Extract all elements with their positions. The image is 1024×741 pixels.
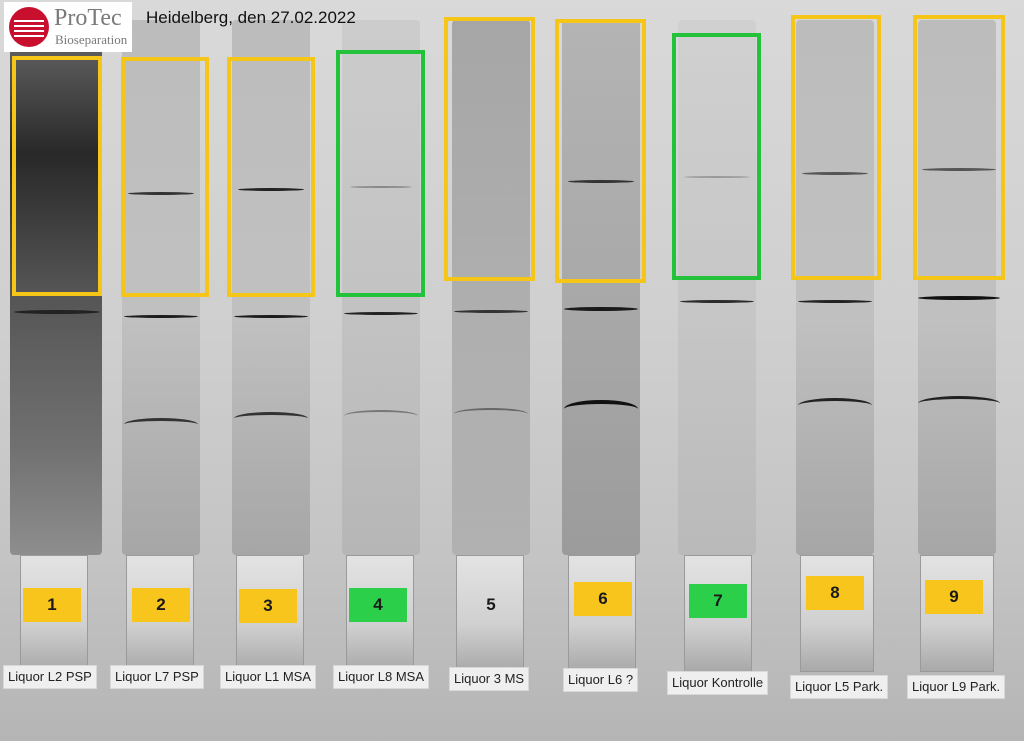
lane-highlight-box-4 <box>336 50 425 297</box>
band <box>344 410 418 422</box>
band <box>922 168 996 171</box>
lane-highlight-box-2 <box>121 57 209 297</box>
sample-label-7: Liquor Kontrolle <box>667 671 769 695</box>
date-heading: Heidelberg, den 27.02.2022 <box>146 8 356 27</box>
band <box>128 192 194 195</box>
band <box>350 186 412 188</box>
logo-name: ProTec <box>54 5 122 31</box>
lane-highlight-box-6 <box>555 19 646 283</box>
band <box>14 310 100 314</box>
protec-logo: ProTec Bioseparation <box>4 2 132 52</box>
sample-label-8: Liquor L5 Park. <box>790 675 889 699</box>
lane-number-9: 9 <box>925 580 983 614</box>
lane-number-3: 3 <box>239 589 297 623</box>
sample-label-4: Liquor L8 MSA <box>333 665 429 689</box>
band <box>564 400 638 418</box>
band <box>684 176 750 178</box>
lane-highlight-box-1 <box>12 56 102 296</box>
lane-number-5: 5 <box>486 595 496 614</box>
sample-label-3: Liquor L1 MSA <box>220 665 316 689</box>
gel-lane-4 <box>342 20 420 555</box>
lane-highlight-box-8 <box>791 15 881 280</box>
band <box>564 307 638 311</box>
band <box>918 296 1000 300</box>
sample-label-6: Liquor L6 ? <box>563 668 639 692</box>
band <box>344 312 418 315</box>
lane-number-1: 1 <box>23 588 81 622</box>
sample-label-1: Liquor L2 PSP <box>3 665 97 689</box>
gel-lane-2 <box>122 20 200 555</box>
lane-number-4: 4 <box>349 588 407 622</box>
band <box>568 180 634 183</box>
band <box>918 396 1000 411</box>
gel-lane-5 <box>452 20 530 555</box>
band <box>454 310 528 313</box>
gel-lane-6 <box>562 20 640 555</box>
lane-highlight-box-7 <box>672 33 761 280</box>
sample-label-9: Liquor L9 Park. <box>907 675 1006 699</box>
band <box>798 300 872 303</box>
sample-well <box>800 555 874 672</box>
sample-well <box>456 555 524 672</box>
band <box>234 315 308 318</box>
band <box>238 188 304 191</box>
band <box>802 172 868 175</box>
lane-number-7: 7 <box>689 584 747 618</box>
lane-number-8: 8 <box>806 576 864 610</box>
gel-lane-7 <box>678 20 756 555</box>
band <box>680 300 754 303</box>
protec-logo-mark-icon <box>9 7 49 47</box>
lane-number-2: 2 <box>132 588 190 622</box>
lane-highlight-box-5 <box>444 17 535 281</box>
gel-lane-1 <box>10 20 102 555</box>
gel-lane-8 <box>796 20 874 555</box>
band <box>454 408 528 420</box>
band <box>124 315 198 318</box>
lane-highlight-box-9 <box>913 15 1005 280</box>
band <box>234 412 308 425</box>
gel-lane-9 <box>918 20 996 555</box>
sample-label-5: Liquor 3 MS <box>449 667 530 691</box>
lane-number-6: 6 <box>574 582 632 616</box>
lane-highlight-box-3 <box>227 57 315 297</box>
sample-label-2: Liquor L7 PSP <box>110 665 204 689</box>
gel-lane-3 <box>232 20 310 555</box>
band <box>124 418 198 431</box>
logo-subtitle: Bioseparation <box>55 32 128 47</box>
band <box>798 398 872 413</box>
